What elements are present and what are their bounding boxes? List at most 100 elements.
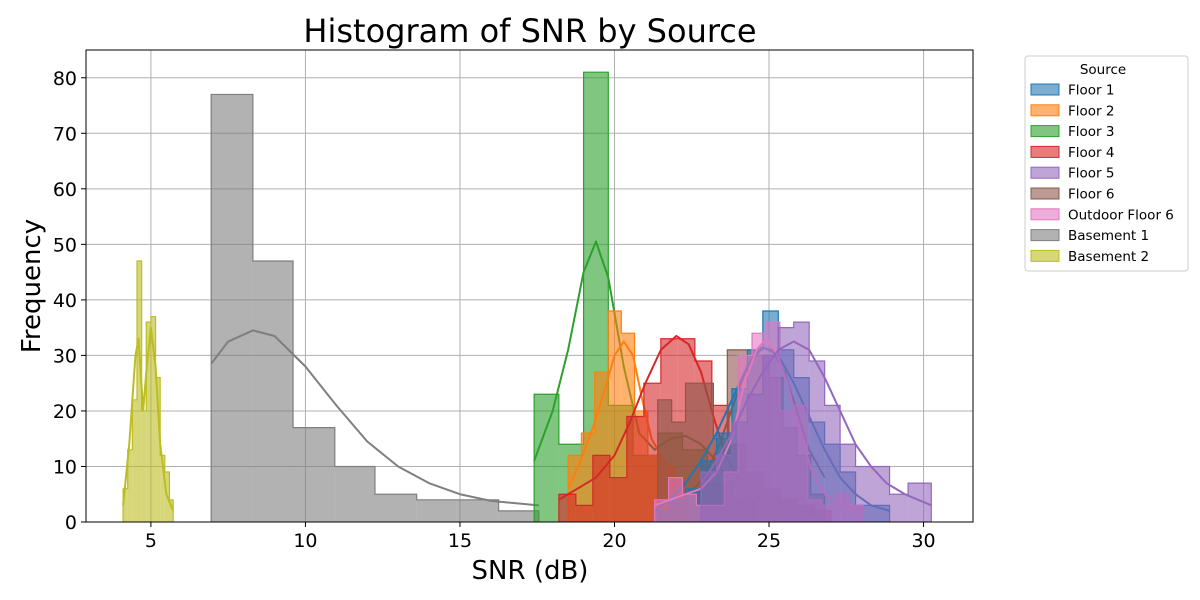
histogram-bar [150, 316, 156, 522]
histogram-step-outline [210, 93, 540, 522]
histogram-bar [575, 505, 593, 522]
histogram-bar [416, 499, 457, 522]
y-tick-label: 60 [53, 179, 77, 201]
histogram-bar [498, 510, 539, 522]
histogram-step-outline [122, 260, 174, 522]
legend-label: Basement 1 [1068, 228, 1149, 244]
x-tick-label: 30 [911, 530, 935, 552]
histogram-bar [855, 466, 872, 522]
histogram-bar [211, 94, 253, 523]
histogram-bar [778, 327, 794, 522]
series-basement-1 [210, 93, 540, 523]
legend-entry-floor-1: Floor 1 [1030, 83, 1114, 99]
legend-swatch [1030, 166, 1060, 179]
y-tick-label: 30 [53, 345, 77, 367]
histogram-bar [132, 399, 137, 522]
legend-swatch [1030, 208, 1060, 221]
histogram-bar [136, 261, 142, 522]
histogram-bar [747, 394, 763, 522]
legend-label: Floor 4 [1068, 145, 1114, 161]
histogram-bar [123, 488, 128, 522]
kde-curve [122, 326, 175, 512]
legend-swatch [1030, 104, 1060, 117]
histogram-bar [668, 477, 683, 522]
histogram-bar [293, 427, 335, 522]
plot-frame [85, 49, 974, 523]
histogram-bar [252, 261, 294, 522]
legend-swatch [1030, 229, 1060, 242]
histogram-bar [558, 494, 576, 522]
legend-label: Outdoor Floor 6 [1068, 207, 1174, 223]
legend-entry-outdoor-floor-6: Outdoor Floor 6 [1030, 207, 1174, 223]
histogram-bar [889, 494, 909, 522]
histogram-bar [701, 472, 717, 522]
histogram-bar [374, 494, 417, 522]
legend-swatch [1030, 125, 1060, 138]
y-tick-label: 50 [53, 234, 77, 256]
histogram-bar [146, 322, 151, 522]
histogram-bar [456, 499, 499, 522]
legend-entry-floor-2: Floor 2 [1030, 103, 1114, 119]
series-basement-2 [122, 260, 175, 522]
legend-label: Basement 2 [1068, 249, 1149, 265]
kde-curve [210, 329, 539, 507]
x-axis-label: SNR (dB) [472, 556, 589, 586]
x-tick-label: 25 [757, 530, 781, 552]
x-axis-ticks: 5 10 15 20 25 30 [145, 522, 936, 552]
legend: Source Floor 1 Floor 2 Floor 3 Floor 4 Floor… [1024, 55, 1189, 272]
y-tick-label: 0 [65, 512, 77, 534]
legend-entry-basement-1: Basement 1 [1030, 228, 1149, 244]
histogram-bar [609, 477, 627, 522]
histogram-bar [731, 422, 748, 522]
legend-swatch [1030, 145, 1060, 158]
legend-title: Source [1080, 62, 1126, 78]
histogram-bar [643, 383, 661, 522]
legend-label: Floor 1 [1068, 83, 1114, 99]
legend-swatch [1030, 249, 1060, 262]
legend-label: Floor 3 [1068, 124, 1114, 140]
histogram-bar [169, 499, 174, 522]
y-tick-label: 20 [53, 401, 77, 423]
y-axis-label: Frequency [17, 219, 47, 353]
y-tick-label: 40 [53, 290, 77, 312]
series-floor-5 [700, 321, 932, 522]
x-tick-label: 15 [448, 530, 472, 552]
histogram-bar [793, 322, 810, 522]
histogram-bar [824, 405, 841, 522]
y-tick-label: 80 [53, 68, 77, 90]
histogram-bar [534, 394, 559, 522]
legend-label: Floor 2 [1068, 103, 1114, 119]
histogram-bar [908, 483, 932, 522]
histogram-bar [716, 455, 732, 522]
histogram-bar [626, 416, 644, 522]
y-tick-label: 70 [53, 123, 77, 145]
x-tick-label: 10 [293, 530, 317, 552]
histogram-bar [682, 494, 697, 522]
x-tick-label: 5 [145, 530, 157, 552]
histogram-bar [581, 433, 595, 522]
legend-entry-floor-5: Floor 5 [1030, 166, 1114, 182]
legend-entry-basement-2: Basement 2 [1030, 249, 1149, 265]
histogram-bar [155, 377, 161, 522]
chart-title: Histogram of SNR by Source [303, 12, 756, 50]
legend-entry-floor-6: Floor 6 [1030, 187, 1114, 203]
y-axis-ticks: 0 10 20 30 40 50 60 70 80 [53, 68, 86, 534]
legend-swatch [1030, 187, 1060, 200]
histogram-bar [127, 449, 133, 522]
histogram-bar [334, 466, 375, 522]
x-tick-label: 20 [602, 530, 626, 552]
plot-area [122, 71, 932, 523]
histogram-bar [654, 499, 669, 522]
legend-entry-floor-4: Floor 4 [1030, 145, 1114, 161]
histogram-bar [809, 360, 825, 522]
legend-label: Floor 5 [1068, 166, 1114, 182]
legend-label: Floor 6 [1068, 187, 1114, 203]
histogram-bar [160, 455, 165, 522]
legend-swatch [1030, 83, 1060, 96]
legend-frame [1024, 55, 1189, 272]
histogram-bar [871, 466, 890, 522]
histogram-bar [840, 444, 856, 522]
histogram-bar [762, 355, 779, 522]
histogram-bar [141, 410, 147, 522]
